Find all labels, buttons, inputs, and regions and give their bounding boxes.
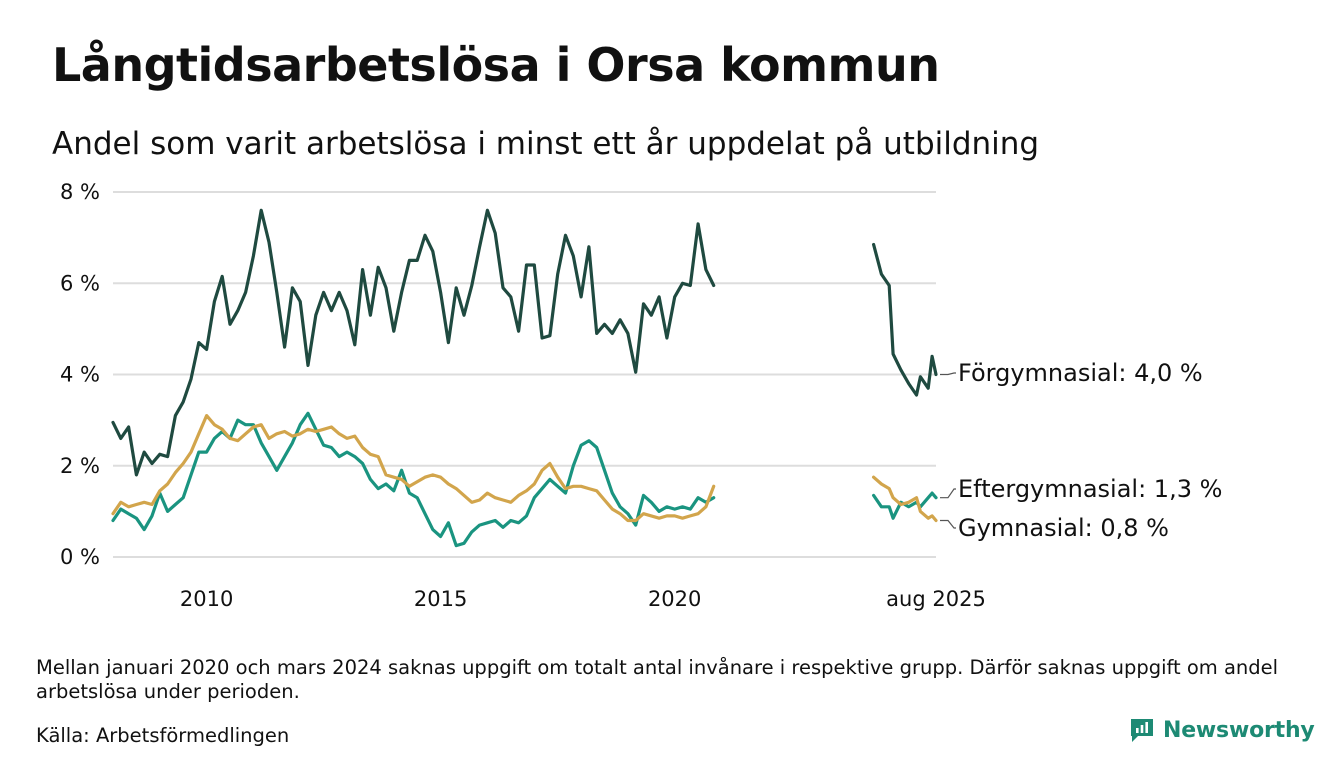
x-tick-label: 2020 — [648, 587, 701, 611]
series-line-frgymnasial — [111, 208, 716, 477]
y-tick-label: 4 % — [60, 363, 100, 387]
gridlines — [113, 191, 936, 558]
series-line-frgymnasial-recent — [872, 242, 938, 397]
chart-title: Långtidsarbetslösa i Orsa kommun — [52, 38, 940, 92]
series-line-eftergymnasial — [111, 411, 716, 548]
source-note: Källa: Arbetsförmedlingen — [36, 724, 290, 747]
y-tick-label: 6 % — [60, 271, 100, 295]
footnote: Mellan januari 2020 och mars 2024 saknas… — [36, 656, 1279, 703]
series-lines — [111, 208, 938, 548]
end-label-leader — [940, 519, 956, 529]
y-tick-label: 8 % — [60, 180, 100, 204]
chart-subtitle: Andel som varit arbetslösa i minst ett å… — [52, 126, 1040, 162]
newsworthy-logo-icon — [1131, 719, 1153, 742]
series-line-gymnasial-recent — [872, 475, 938, 523]
newsworthy-logo: Newsworthy — [1128, 716, 1315, 744]
series-line-gymnasial — [111, 414, 716, 523]
end-labels: Förgymnasial: 4,0 % Eftergymnasial: 1,3 %… — [940, 359, 1222, 542]
y-tick-label: 2 % — [60, 454, 100, 478]
line-chart: 0 % 2 % 4 % 6 % 8 % 2010 2015 2020 aug 2025 För… — [60, 180, 1222, 611]
newsworthy-logo-text: Newsworthy — [1163, 717, 1315, 743]
x-tick-label: aug 2025 — [886, 587, 986, 611]
series-line-eftergymnasial-recent — [872, 491, 938, 520]
end-label-leader — [940, 488, 956, 499]
x-axis-ticks: 2010 2015 2020 aug 2025 — [180, 587, 986, 611]
end-label: Förgymnasial: 4,0 % — [958, 359, 1203, 387]
end-label: Gymnasial: 0,8 % — [958, 514, 1169, 542]
y-axis-ticks: 0 % 2 % 4 % 6 % 8 % — [60, 180, 100, 569]
end-label: Eftergymnasial: 1,3 % — [958, 475, 1222, 503]
y-tick-label: 0 % — [60, 545, 100, 569]
x-tick-label: 2015 — [414, 587, 467, 611]
end-label-leader — [940, 372, 956, 376]
x-tick-label: 2010 — [180, 587, 233, 611]
